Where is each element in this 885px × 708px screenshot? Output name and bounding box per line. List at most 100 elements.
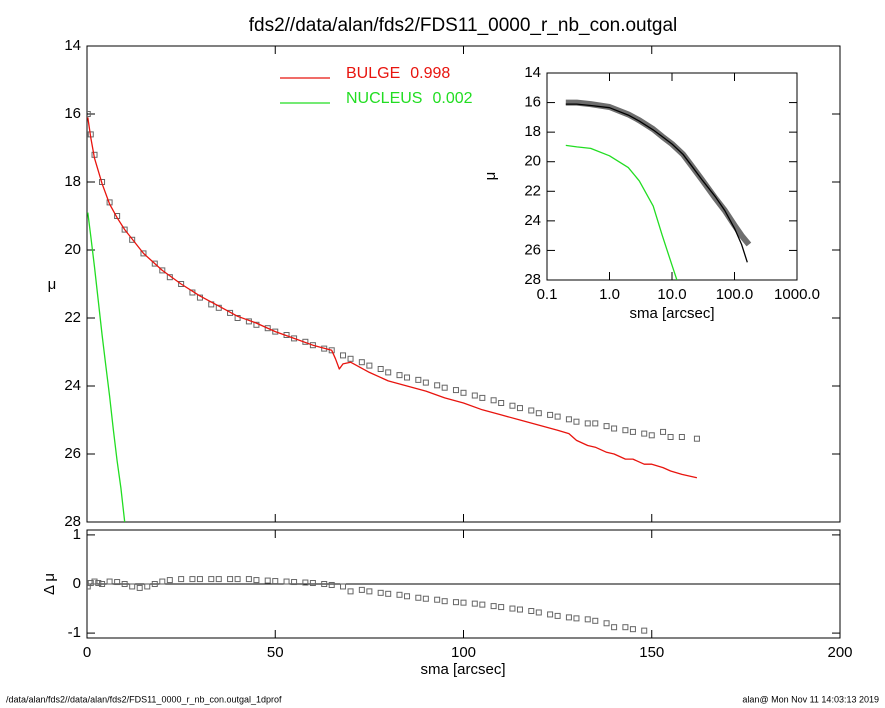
x-axis-label: sma [arcsec] xyxy=(420,661,505,678)
legend-fraction: 0.998 xyxy=(410,65,450,82)
data-point xyxy=(509,402,516,409)
data-point xyxy=(87,583,91,590)
inset-frame xyxy=(546,72,798,281)
data-point xyxy=(396,591,403,598)
data-point xyxy=(178,576,185,583)
data-point xyxy=(291,335,298,342)
data-point xyxy=(358,586,365,593)
data-point xyxy=(159,267,166,274)
data-point xyxy=(415,594,422,601)
data-point xyxy=(358,359,365,366)
data-point xyxy=(151,581,158,587)
data-point xyxy=(528,407,535,414)
data-point xyxy=(196,576,203,583)
data-point xyxy=(151,260,158,267)
data-point xyxy=(441,384,448,391)
data-point xyxy=(234,315,241,321)
data-point xyxy=(516,405,523,412)
data-point xyxy=(611,624,618,631)
data-point xyxy=(404,374,411,381)
data-point xyxy=(584,616,591,623)
data-point xyxy=(385,590,392,597)
data-point xyxy=(592,420,599,427)
y-tick-label: 18 xyxy=(64,173,81,190)
y-axis-label: μ xyxy=(48,276,57,293)
data-point xyxy=(460,599,467,606)
y-tick-label: 24 xyxy=(64,377,81,394)
y-tick-label: 16 xyxy=(64,105,81,122)
data-point xyxy=(178,281,185,287)
legend-name: BULGE xyxy=(346,65,400,82)
data-point xyxy=(479,394,486,401)
data-point xyxy=(603,620,610,627)
x-tick-label: 150 xyxy=(639,644,664,661)
y-tick-label: 0 xyxy=(73,575,81,592)
data-point xyxy=(452,387,459,394)
x-axis-label: sma [arcsec] xyxy=(629,305,714,322)
y-tick-label: 16 xyxy=(524,94,541,111)
chart-title: fds2//data/alan/fds2/FDS11_0000_r_nb_con… xyxy=(249,15,678,36)
data-point xyxy=(291,579,298,586)
data-point xyxy=(166,577,173,584)
data-point xyxy=(648,432,655,439)
x-tick-label: 100 xyxy=(451,644,476,661)
data-point xyxy=(136,584,143,591)
footnote: /data/alan/fds2//data/alan/fds2/FDS11_00… xyxy=(6,694,282,704)
model-line xyxy=(87,212,126,522)
data-point xyxy=(404,593,411,600)
data-point xyxy=(99,581,106,587)
model-line xyxy=(565,144,678,280)
model-line xyxy=(87,117,698,479)
data-point xyxy=(144,583,151,590)
data-point xyxy=(622,624,629,631)
data-point xyxy=(573,615,580,622)
data-point xyxy=(554,612,561,619)
data-point xyxy=(535,410,542,417)
x-tick-label: 1000.0 xyxy=(774,286,820,303)
data-point xyxy=(253,577,260,584)
plot-area xyxy=(87,111,700,522)
data-point xyxy=(114,579,121,586)
y-tick-label: 14 xyxy=(64,37,81,54)
y-tick-label: 20 xyxy=(524,153,541,170)
plot-area xyxy=(87,576,648,634)
data-point xyxy=(528,608,535,614)
y-tick-label: 22 xyxy=(64,309,81,326)
y-tick-label: 20 xyxy=(64,241,81,258)
data-point xyxy=(471,392,478,399)
y-tick-label: 24 xyxy=(524,212,541,229)
data-point xyxy=(554,413,561,420)
data-point xyxy=(441,598,448,605)
legend-name: NUCLEUS xyxy=(346,90,422,107)
data-point xyxy=(347,355,354,362)
data-point xyxy=(340,352,347,359)
x-tick-label: 10.0 xyxy=(657,286,686,303)
y-tick-label: 28 xyxy=(524,271,541,288)
data-point xyxy=(227,576,234,583)
y-tick-label: 22 xyxy=(524,182,541,199)
data-point xyxy=(422,379,429,386)
y-tick-label: -1 xyxy=(68,624,81,641)
data-point xyxy=(140,250,147,257)
legend-label: BULGE 0.998 xyxy=(346,65,450,82)
data-point xyxy=(498,604,505,611)
data-point xyxy=(396,372,403,379)
data-point xyxy=(452,599,459,606)
data-point xyxy=(629,626,636,633)
data-point xyxy=(611,425,618,432)
data-point xyxy=(121,581,128,587)
data-point xyxy=(377,589,384,596)
data-point xyxy=(121,226,128,233)
data-point xyxy=(622,427,629,434)
y-tick-label: 28 xyxy=(64,513,81,530)
x-tick-label: 0.1 xyxy=(537,286,558,303)
data-point xyxy=(215,576,222,583)
data-point xyxy=(385,369,392,376)
data-point xyxy=(422,595,429,602)
y-tick-label: 26 xyxy=(64,445,81,462)
data-point xyxy=(106,578,113,585)
data-point xyxy=(87,580,94,587)
data-point xyxy=(693,435,700,442)
data-point xyxy=(460,389,467,396)
data-point xyxy=(584,420,591,427)
